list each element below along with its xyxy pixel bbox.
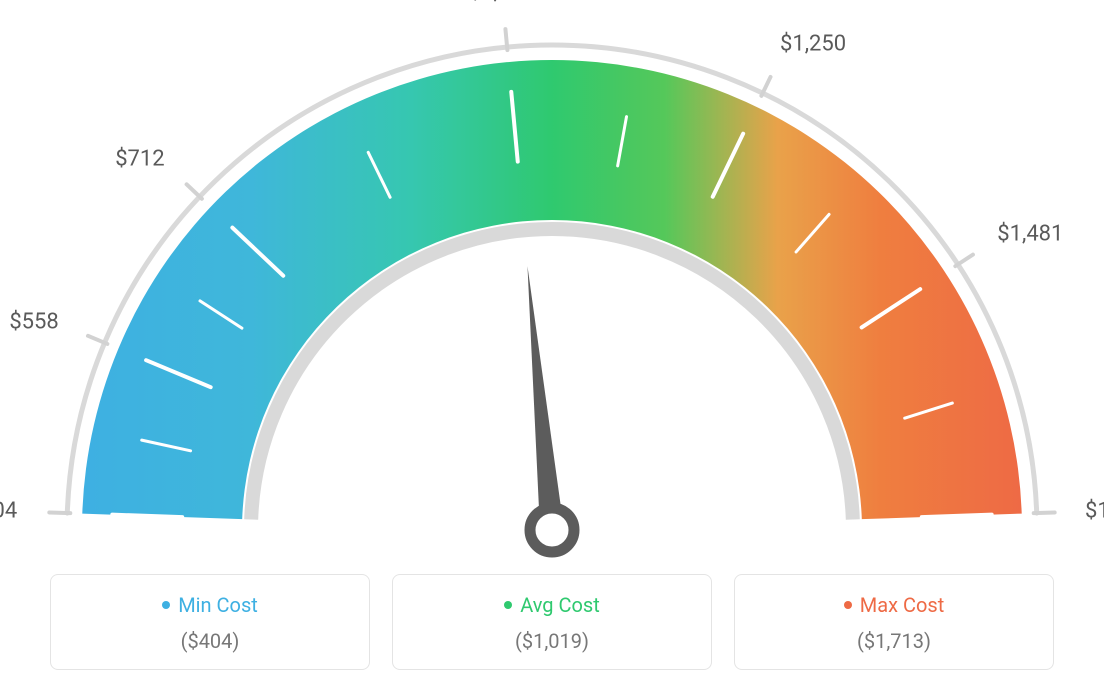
legend-value-max: ($1,713) [747,629,1041,653]
cost-gauge-container: $404 $558 $712 $1,019 $1,250 $1,481 $1,713 Min… [0,0,1104,690]
legend-dot-icon [162,601,170,609]
legend-title-max: Max Cost [844,593,945,617]
tick-label: $1,713 [1085,499,1104,524]
legend-title-avg: Avg Cost [504,593,600,617]
tick-label: $712 [115,146,164,171]
tick-label: $1,481 [997,222,1063,247]
tick-label: $1,019 [469,0,535,5]
tick-major [922,515,992,517]
outer-notch [505,29,507,50]
legend-title-text: Min Cost [178,593,258,617]
needle-hub [530,508,574,552]
outer-notch [187,184,202,198]
tick-label: $558 [9,309,58,334]
legend-card-max: Max Cost ($1,713) [734,574,1054,670]
legend-row: Min Cost ($404) Avg Cost ($1,019) Max Cost ($… [0,574,1104,670]
outer-notch [49,512,70,513]
gauge-needle [527,266,563,531]
legend-title-text: Max Cost [860,593,945,617]
legend-card-min: Min Cost ($404) [50,574,370,670]
legend-dot-icon [844,601,852,609]
gauge-area: $404 $558 $712 $1,019 $1,250 $1,481 $1,713 [0,0,1104,570]
tick-major [112,515,182,517]
legend-dot-icon [504,601,512,609]
outer-notch [1034,512,1055,513]
legend-value-avg: ($1,019) [405,629,699,653]
legend-value-min: ($404) [63,629,357,653]
legend-card-avg: Avg Cost ($1,019) [392,574,712,670]
tick-label: $404 [0,499,17,524]
tick-label: $1,250 [780,31,846,56]
legend-title-text: Avg Cost [520,593,600,617]
gauge-svg [0,0,1104,570]
legend-title-min: Min Cost [162,593,258,617]
